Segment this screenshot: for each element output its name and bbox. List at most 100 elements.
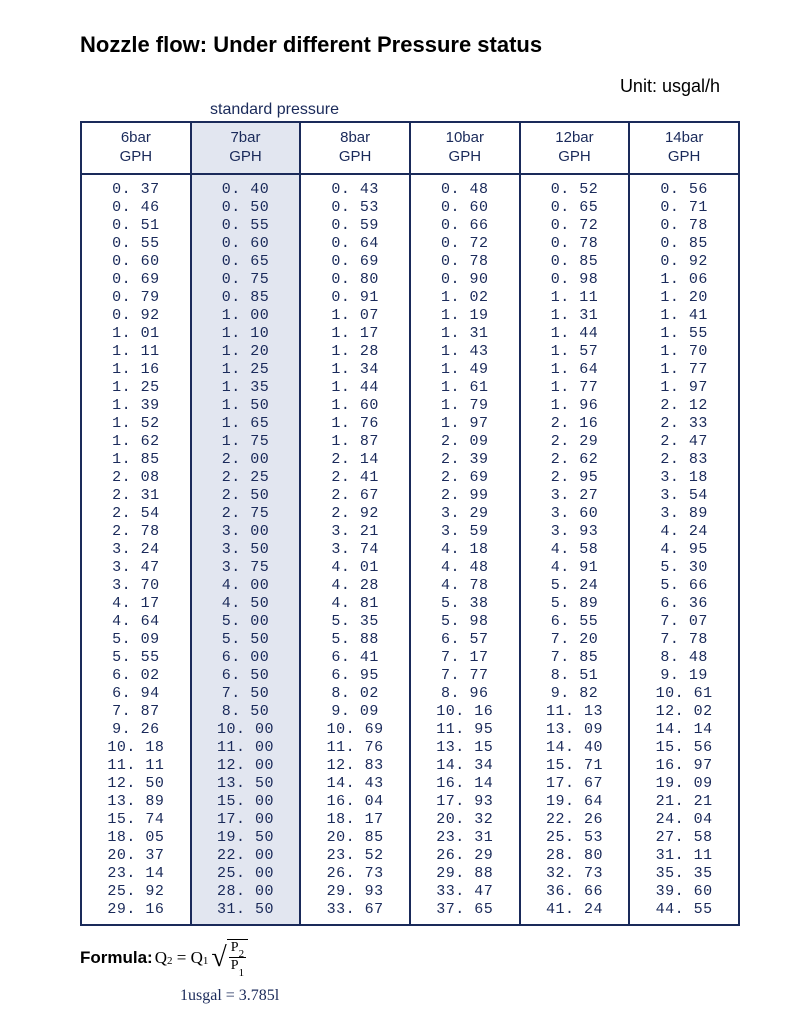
header-unit: GPH [82,148,190,167]
table-row: 20. 3722. 0023. 5226. 2928. 8031. 11 [81,846,739,864]
table-cell: 1. 41 [629,306,739,324]
table-row: 0. 690. 750. 800. 900. 981. 06 [81,270,739,288]
table-cell: 7. 50 [191,684,301,702]
table-cell: 5. 00 [191,612,301,630]
table-cell: 25. 92 [81,882,191,900]
table-cell: 1. 25 [191,360,301,378]
table-cell: 0. 72 [520,216,630,234]
header-bar: 12bar [521,129,629,148]
table-cell: 0. 92 [81,306,191,324]
table-cell: 0. 71 [629,198,739,216]
table-cell: 2. 25 [191,468,301,486]
table-cell: 0. 69 [81,270,191,288]
table-cell: 4. 58 [520,540,630,558]
formula-line: Formula: Q2 = Q1 √ P2 P1 [80,940,740,978]
header-unit: GPH [301,148,409,167]
table-cell: 2. 47 [629,432,739,450]
table-cell: 1. 11 [520,288,630,306]
table-cell: 1. 57 [520,342,630,360]
table-row: 1. 852. 002. 142. 392. 622. 83 [81,450,739,468]
table-cell: 16. 04 [300,792,410,810]
table-cell: 1. 20 [629,288,739,306]
table-cell: 0. 53 [300,198,410,216]
unit-label: Unit: usgal/h [80,76,740,97]
table-cell: 4. 81 [300,594,410,612]
table-row: 4. 174. 504. 815. 385. 896. 36 [81,594,739,612]
table-cell: 1. 96 [520,396,630,414]
table-cell: 17. 93 [410,792,520,810]
table-cell: 5. 66 [629,576,739,594]
table-cell: 1. 10 [191,324,301,342]
table-cell: 28. 80 [520,846,630,864]
table-row: 6. 947. 508. 028. 969. 8210. 61 [81,684,739,702]
table-cell: 1. 97 [410,414,520,432]
table-cell: 1. 25 [81,378,191,396]
formula-q1-sub: 1 [203,955,209,967]
table-row: 15. 7417. 0018. 1720. 3222. 2624. 04 [81,810,739,828]
table-cell: 5. 89 [520,594,630,612]
table-row: 3. 243. 503. 744. 184. 584. 95 [81,540,739,558]
table-cell: 7. 78 [629,630,739,648]
table-cell: 1. 85 [81,450,191,468]
table-cell: 14. 14 [629,720,739,738]
table-cell: 20. 32 [410,810,520,828]
table-cell: 26. 73 [300,864,410,882]
table-cell: 3. 54 [629,486,739,504]
table-cell: 23. 31 [410,828,520,846]
table-cell: 12. 50 [81,774,191,792]
table-cell: 2. 54 [81,504,191,522]
header-unit: GPH [521,148,629,167]
table-cell: 0. 37 [81,174,191,199]
table-cell: 15. 74 [81,810,191,828]
table-cell: 4. 48 [410,558,520,576]
radical-symbol: √ [211,948,226,968]
table-cell: 5. 24 [520,576,630,594]
table-cell: 0. 65 [520,198,630,216]
sqrt-icon: √ P2 P1 [211,940,248,978]
table-cell: 0. 55 [191,216,301,234]
table-row: 0. 921. 001. 071. 191. 311. 41 [81,306,739,324]
formula-equals: = [173,948,191,968]
table-cell: 2. 08 [81,468,191,486]
table-cell: 14. 40 [520,738,630,756]
table-cell: 1. 61 [410,378,520,396]
table-cell: 1. 60 [300,396,410,414]
table-row: 0. 600. 650. 690. 780. 850. 92 [81,252,739,270]
table-cell: 1. 76 [300,414,410,432]
table-cell: 4. 24 [629,522,739,540]
table-row: 0. 550. 600. 640. 720. 780. 85 [81,234,739,252]
table-cell: 0. 78 [629,216,739,234]
table-cell: 2. 62 [520,450,630,468]
table-cell: 17. 00 [191,810,301,828]
table-cell: 2. 14 [300,450,410,468]
table-cell: 2. 95 [520,468,630,486]
table-cell: 1. 49 [410,360,520,378]
table-cell: 4. 01 [300,558,410,576]
table-cell: 2. 29 [520,432,630,450]
table-row: 9. 2610. 0010. 6911. 9513. 0914. 14 [81,720,739,738]
table-cell: 12. 02 [629,702,739,720]
table-cell: 7. 20 [520,630,630,648]
table-cell: 2. 12 [629,396,739,414]
table-row: 5. 556. 006. 417. 177. 858. 48 [81,648,739,666]
table-cell: 0. 91 [300,288,410,306]
table-cell: 1. 06 [629,270,739,288]
table-cell: 3. 74 [300,540,410,558]
table-cell: 0. 79 [81,288,191,306]
table-cell: 3. 89 [629,504,739,522]
table-cell: 6. 36 [629,594,739,612]
table-cell: 5. 88 [300,630,410,648]
table-cell: 8. 96 [410,684,520,702]
column-header: 6barGPH [81,122,191,174]
table-cell: 2. 78 [81,522,191,540]
table-cell: 3. 60 [520,504,630,522]
table-cell: 1. 01 [81,324,191,342]
table-row: 0. 460. 500. 530. 600. 650. 71 [81,198,739,216]
formula-label: Formula: [80,948,153,968]
table-cell: 1. 97 [629,378,739,396]
table-cell: 1. 00 [191,306,301,324]
table-cell: 0. 78 [410,252,520,270]
table-cell: 3. 50 [191,540,301,558]
table-cell: 10. 61 [629,684,739,702]
table-body: 0. 370. 400. 430. 480. 520. 560. 460. 50… [81,174,739,925]
